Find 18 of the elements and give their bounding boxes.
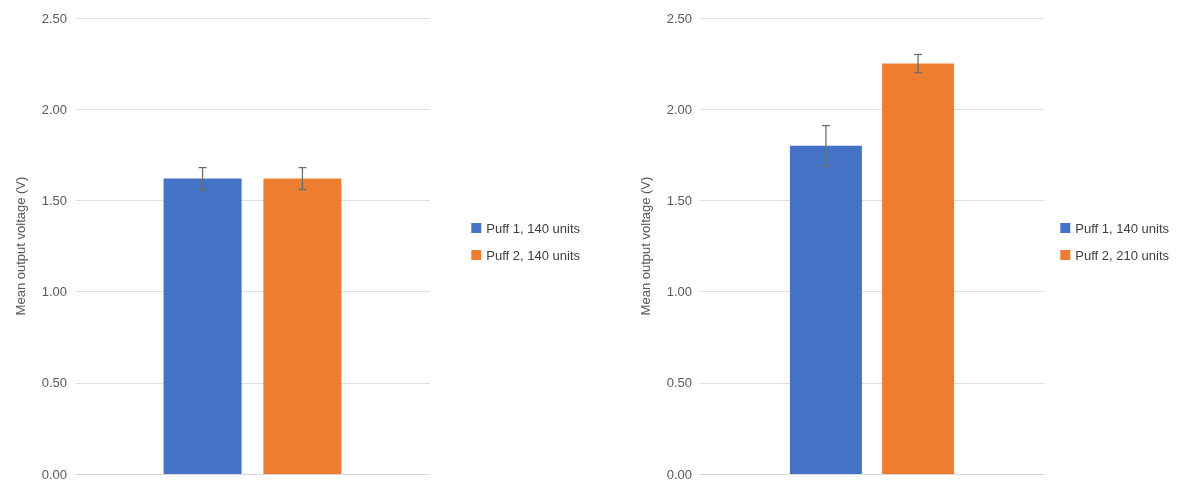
- y-tick-label: 1.50: [666, 192, 692, 208]
- y-tick-label: 1.00: [666, 284, 692, 300]
- y-tick-label: 2.00: [41, 101, 67, 117]
- y-tick-label: 1.00: [41, 284, 67, 300]
- y-tick-label: 0.50: [666, 375, 692, 391]
- y-tick-label: 2.50: [41, 10, 67, 26]
- y-tick-label: 0.00: [41, 466, 67, 482]
- y-tick-label: 2.50: [666, 10, 692, 26]
- y-tick-label: 0.00: [666, 466, 692, 482]
- legend-label: Puff 2, 140 units: [486, 247, 581, 263]
- legend-label: Puff 1, 140 units: [1075, 220, 1170, 236]
- y-tick-label: 0.50: [41, 375, 67, 391]
- y-tick-label: 2.00: [666, 101, 692, 117]
- legend-label: Puff 2, 210 units: [1075, 247, 1170, 263]
- legend-label: Puff 1, 140 units: [486, 220, 581, 236]
- y-axis-title: Mean output voltage (V): [638, 176, 653, 316]
- y-tick-label: 1.50: [41, 192, 67, 208]
- y-axis-title: Mean output voltage (V): [13, 176, 28, 316]
